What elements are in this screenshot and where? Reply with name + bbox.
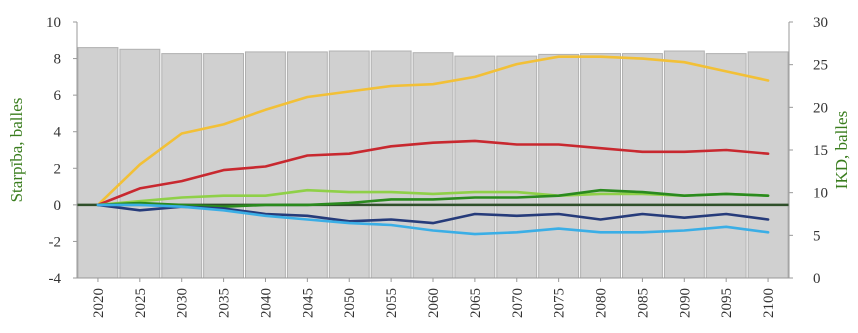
bar	[496, 55, 538, 279]
y-axis-right-title: IKD, balles	[832, 111, 851, 189]
x-tick-label: 2050	[342, 288, 358, 318]
x-tick-label: 2065	[468, 288, 484, 318]
y-right-tick-label: 25	[813, 58, 828, 74]
bar	[77, 47, 119, 279]
x-tick-label: 2100	[761, 288, 777, 318]
bar	[454, 55, 496, 279]
bar	[663, 50, 705, 279]
y-right-tick-label: 20	[813, 100, 828, 116]
x-tick-label: 2045	[300, 288, 316, 318]
bar	[412, 52, 454, 279]
bar	[286, 51, 328, 279]
bar	[705, 53, 747, 279]
bar	[538, 53, 580, 279]
bars-layer	[77, 47, 789, 279]
y-left-tick-label: 4	[54, 125, 62, 141]
y-right-tick-label: 10	[813, 186, 828, 202]
x-tick-label: 2025	[133, 288, 149, 318]
series-line-2	[96, 139, 770, 207]
x-tick-label: 2055	[384, 288, 400, 318]
bar	[245, 51, 286, 279]
bar	[622, 53, 663, 279]
x-tick-label: 2080	[594, 288, 610, 318]
y-right-tick-label: 30	[813, 15, 828, 31]
x-tick-label: 2095	[719, 288, 735, 318]
y-left-tick-label: 6	[54, 88, 62, 104]
x-tick-label: 2030	[175, 288, 191, 318]
y-left-tick-label: -4	[49, 271, 62, 287]
y-left-tick-label: 10	[46, 15, 61, 31]
series-line-4	[96, 188, 770, 208]
x-tick-label: 2040	[259, 288, 275, 318]
y-left-tick-label: 0	[54, 198, 62, 214]
x-tick-label: 2060	[426, 288, 442, 318]
y-right-tick-label: 5	[813, 228, 821, 244]
x-tick-label: 2075	[552, 288, 568, 318]
bar	[580, 53, 621, 279]
lines-layer	[96, 55, 770, 236]
bar	[328, 50, 370, 279]
y-right-tick-label: 0	[813, 271, 821, 287]
x-tick-label: 2035	[217, 288, 233, 318]
series-line-1	[96, 55, 770, 207]
y-left-tick-label: -2	[49, 234, 62, 250]
y-left-tick-label: 8	[54, 52, 62, 68]
bar	[747, 51, 789, 279]
x-tick-label: 2090	[677, 288, 693, 318]
x-tick-label: 2085	[635, 288, 651, 318]
series-line-6	[96, 203, 770, 236]
bar	[203, 53, 245, 279]
x-tick-label: 2020	[91, 288, 107, 318]
y-left-tick-label: 2	[54, 161, 62, 177]
bar	[161, 53, 203, 279]
y-right-tick-label: 15	[813, 143, 828, 159]
y-axis-left-title: Starpība, balles	[7, 98, 26, 203]
x-tick-label: 2070	[510, 288, 526, 318]
